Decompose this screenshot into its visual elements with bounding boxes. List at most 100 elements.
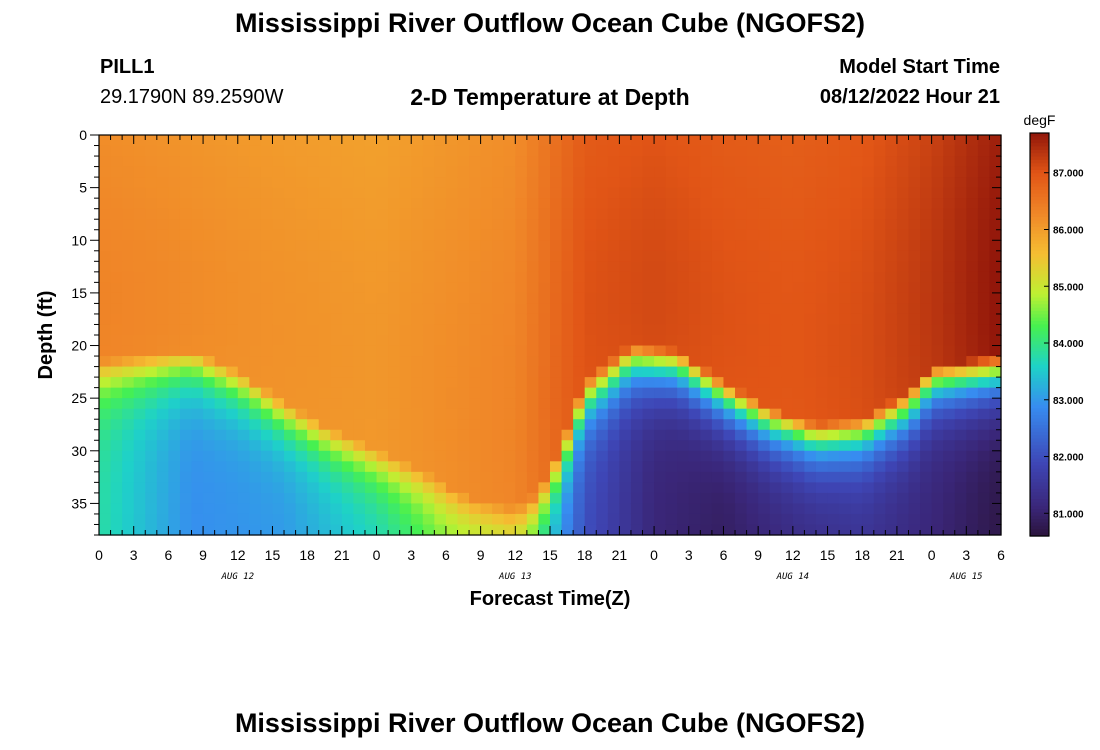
heatmap-cell: [156, 219, 169, 231]
heatmap-cell: [908, 208, 921, 220]
heatmap-cell: [399, 282, 412, 294]
heatmap-cell: [966, 292, 979, 305]
heatmap-cell: [330, 387, 343, 399]
page-title: Mississippi River Outflow Ocean Cube (NG…: [234, 8, 866, 38]
heatmap-cell: [526, 229, 540, 241]
heatmap-cell: [469, 303, 482, 315]
heatmap-cell: [284, 271, 297, 283]
heatmap-cell: [573, 398, 586, 410]
heatmap-cell: [746, 166, 759, 178]
heatmap-cell: [596, 208, 609, 220]
heatmap-cell: [388, 440, 401, 452]
heatmap-cell: [457, 250, 470, 262]
heatmap-cell: [642, 250, 655, 262]
heatmap-cell: [977, 271, 991, 283]
heatmap-cell: [503, 408, 516, 420]
heatmap-cell: [168, 198, 181, 210]
heatmap-cell: [434, 377, 447, 389]
heatmap-cell: [711, 461, 725, 473]
chart-subtitle: 2-D Temperature at Depth: [410, 84, 690, 110]
heatmap-cell: [885, 482, 898, 494]
heatmap-cell: [862, 356, 875, 368]
heatmap-cell: [272, 292, 285, 305]
heatmap-cell: [966, 324, 979, 336]
heatmap-cell: [815, 177, 829, 189]
heatmap-cell: [561, 208, 574, 220]
heatmap-cell: [850, 135, 863, 147]
heatmap-cell: [526, 240, 540, 252]
heatmap-cell: [480, 345, 493, 357]
heatmap-cell: [839, 313, 852, 326]
heatmap-cell: [827, 271, 840, 283]
colorbar-segment: [1030, 317, 1049, 322]
heatmap-cell: [769, 524, 782, 536]
heatmap-cell: [573, 335, 586, 347]
heatmap-cell: [584, 261, 597, 273]
heatmap-cell: [284, 492, 297, 505]
heatmap-cell: [931, 261, 944, 273]
heatmap-cell: [272, 398, 285, 410]
heatmap-cell: [966, 208, 979, 220]
heatmap-cell: [550, 135, 563, 147]
heatmap-cell: [272, 387, 285, 399]
heatmap-cell: [284, 377, 297, 389]
heatmap-cell: [839, 208, 852, 220]
heatmap-cell: [873, 366, 886, 378]
heatmap-cell: [758, 524, 771, 536]
heatmap-cell: [607, 408, 620, 420]
heatmap-cell: [839, 177, 852, 189]
heatmap-cell: [792, 166, 806, 178]
heatmap-cell: [619, 261, 632, 273]
heatmap-cell: [307, 261, 320, 273]
heatmap-cell: [550, 492, 563, 505]
heatmap-cell: [179, 440, 193, 452]
heatmap-cell: [422, 503, 435, 515]
heatmap-cell: [226, 156, 239, 168]
heatmap-cell: [815, 482, 829, 494]
heatmap-cell: [330, 345, 343, 357]
heatmap-cell: [850, 282, 863, 294]
heatmap-cell: [203, 250, 216, 262]
heatmap-cell: [133, 177, 146, 189]
heatmap-cell: [920, 324, 933, 336]
heatmap-cell: [260, 335, 274, 347]
heatmap-cell: [700, 135, 713, 147]
heatmap-cell: [330, 461, 343, 473]
heatmap-cell: [237, 440, 250, 452]
heatmap-cell: [885, 450, 898, 462]
heatmap-cell: [630, 377, 644, 389]
heatmap-cell: [145, 229, 158, 241]
heatmap-cell: [318, 292, 331, 305]
heatmap-cell: [781, 345, 794, 357]
heatmap-cell: [492, 313, 505, 326]
heatmap-cell: [330, 366, 343, 378]
heatmap-cell: [457, 492, 470, 505]
heatmap-cell: [341, 335, 355, 347]
heatmap-cell: [711, 240, 725, 252]
heatmap-cell: [364, 492, 378, 505]
heatmap-cell: [295, 503, 308, 515]
heatmap-cell: [688, 229, 701, 241]
heatmap-cell: [977, 198, 991, 210]
heatmap-cell: [515, 135, 528, 147]
heatmap-cell: [260, 387, 274, 399]
heatmap-cell: [307, 419, 320, 431]
heatmap-cell: [943, 387, 956, 399]
heatmap-cell: [445, 229, 459, 241]
heatmap-cell: [237, 240, 250, 252]
heatmap-cell: [168, 208, 181, 220]
heatmap-cell: [642, 313, 655, 326]
heatmap-cell: [908, 177, 921, 189]
heatmap-cell: [515, 156, 528, 168]
heatmap-cell: [364, 440, 378, 452]
heatmap-cell: [457, 313, 470, 326]
heatmap-cell: [249, 324, 262, 336]
heatmap-cell: [469, 271, 482, 283]
heatmap-cell: [168, 419, 181, 431]
heatmap-cell: [654, 356, 667, 368]
heatmap-cell: [550, 282, 563, 294]
heatmap-cell: [492, 187, 505, 199]
heatmap-cell: [168, 482, 181, 494]
heatmap-cell: [943, 261, 956, 273]
heatmap-cell: [781, 524, 794, 536]
